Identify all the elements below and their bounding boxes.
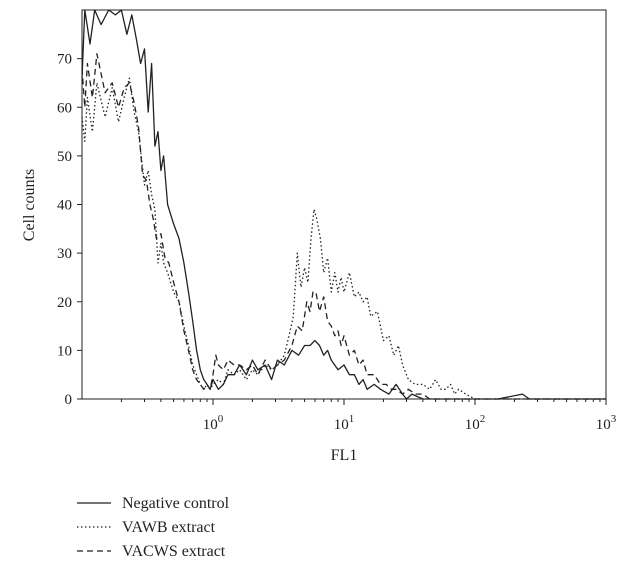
x-axis-title: FL1	[331, 447, 358, 464]
y-tick-label: 40	[57, 198, 72, 214]
x-tick-label: 102	[465, 413, 486, 433]
plot-frame	[81, 9, 607, 400]
x-tick-exponent: 2	[480, 413, 486, 425]
y-tick-label: 30	[57, 246, 72, 262]
legend: Negative control VAWB extract VACWS extrac…	[77, 495, 230, 560]
legend-label-3: VACWS extract	[122, 543, 226, 560]
x-tick-label: 103	[596, 413, 617, 433]
y-tick-label: 20	[57, 295, 72, 311]
x-tick-base: 10	[465, 417, 480, 433]
y-axis: 0 10 20 30 40 50 60 70	[57, 52, 82, 408]
x-tick-label: 100	[203, 413, 224, 433]
series-line-3	[81, 53, 606, 400]
series-line-2	[81, 77, 606, 400]
legend-label-2: VAWB extract	[122, 519, 216, 536]
x-axis: 100 101 102 103	[120, 399, 617, 433]
y-tick-label: 10	[57, 343, 72, 359]
y-tick-label: 50	[57, 149, 72, 165]
x-tick-exponent: 3	[611, 413, 617, 425]
x-tick-base: 10	[596, 417, 611, 433]
series-layer	[81, 9, 606, 400]
x-tick-base: 10	[203, 417, 218, 433]
x-tick-exponent: 0	[218, 413, 224, 425]
x-tick-exponent: 1	[349, 413, 355, 425]
series-line-1	[81, 9, 606, 400]
plot-area	[81, 9, 607, 400]
y-axis-title: Cell counts	[21, 169, 38, 241]
x-tick-label: 101	[334, 413, 355, 433]
y-tick-label: 70	[57, 52, 72, 68]
x-tick-base: 10	[334, 417, 349, 433]
y-tick-label: 0	[65, 392, 73, 408]
legend-label-1: Negative control	[122, 495, 230, 512]
y-tick-label: 60	[57, 100, 72, 116]
